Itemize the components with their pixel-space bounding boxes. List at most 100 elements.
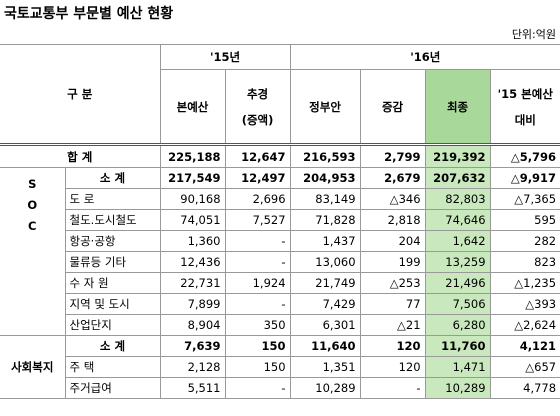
value-cell: 2,799 — [359, 143, 426, 168]
value-cell: 150 — [224, 356, 291, 378]
row-label: 철도.도시철도 — [64, 209, 161, 231]
cell-value: △5,796 — [510, 149, 557, 164]
cell-value: 5,511 — [187, 381, 221, 395]
cell-value: 21,749 — [315, 276, 356, 290]
row-label: 주거급여 — [64, 377, 161, 399]
value-cell: 74,646 — [424, 209, 491, 231]
header-cell: 최종 — [424, 69, 491, 145]
data-row: 철도.도시철도 74,051 7,527 71,828 2,818 74,646 595 — [0, 209, 560, 231]
cell-value: 7,429 — [322, 297, 356, 311]
data-row: 수 자 원 22,731 1,924 21,749 △253 21,496 △1,235 — [0, 272, 560, 294]
value-cell: 11,640 — [289, 335, 361, 357]
row-label-text: 소 계 — [99, 171, 126, 185]
cell-value: 74,646 — [445, 213, 486, 227]
group-letter: C — [28, 219, 37, 233]
cell-value: 7,506 — [452, 297, 486, 311]
cell-value: 150 — [263, 360, 286, 374]
value-cell: △657 — [489, 356, 560, 378]
cell-value: 82,803 — [445, 192, 486, 206]
title: 국토교통부 부문별 예산 현황 — [4, 6, 174, 22]
data-row: 물류등 기타 12,436 - 13,060 199 13,259 823 — [0, 251, 560, 273]
header-label: 추경 — [246, 86, 269, 101]
value-cell: △346 — [359, 188, 426, 210]
cell-value: 207,632 — [433, 171, 486, 185]
cell-value: 6,301 — [322, 318, 356, 332]
cell-value: 2,679 — [384, 171, 421, 185]
value-cell: 13,060 — [289, 251, 361, 273]
value-cell: △2,624 — [489, 314, 560, 336]
cell-value: 77 — [405, 297, 421, 311]
cell-value: 12,497 — [241, 171, 286, 185]
value-cell: 10,289 — [424, 377, 491, 399]
cell-value: 10,289 — [315, 381, 356, 395]
cell-value: △393 — [525, 297, 557, 311]
value-cell: 204,953 — [289, 167, 361, 189]
group-letter: S — [28, 177, 37, 191]
header-cell: 증감 — [359, 69, 426, 145]
header-row: 본예산 추경 (증액) 정부안 증감 최종 '15 본예산 대비 — [0, 69, 560, 145]
cell-value: 74,051 — [180, 213, 221, 227]
header-label: '15 본예산 — [497, 86, 553, 101]
value-cell: 1,924 — [224, 272, 291, 294]
cell-value: 90,168 — [180, 192, 221, 206]
total-row: 합 계 225,188 12,647 216,593 2,799 219,392 △5,79… — [0, 143, 560, 168]
cell-value: 7,527 — [252, 213, 286, 227]
cell-value: △1,235 — [514, 276, 557, 290]
row-label: 합 계 — [0, 143, 161, 168]
value-cell: 5,511 — [159, 377, 226, 399]
row-label: 항공·공항 — [64, 230, 161, 252]
value-cell: 216,593 — [289, 143, 361, 168]
cell-value: 11,760 — [441, 339, 486, 353]
value-cell: 13,259 — [424, 251, 491, 273]
cell-value: 823 — [534, 255, 557, 269]
header-cell: 본예산 — [159, 69, 226, 145]
row-label: 물류등 기타 — [64, 251, 161, 273]
value-cell: 2,128 — [159, 356, 226, 378]
value-cell: △21 — [359, 314, 426, 336]
value-cell: - — [224, 377, 291, 399]
value-cell: 7,527 — [224, 209, 291, 231]
value-cell: 21,496 — [424, 272, 491, 294]
value-cell: 595 — [489, 209, 560, 231]
value-cell: 823 — [489, 251, 560, 273]
cell-value: 4,121 — [519, 339, 557, 353]
row-label-text: 합 계 — [67, 149, 93, 164]
cell-value: △2,624 — [514, 318, 557, 332]
value-cell: 21,749 — [289, 272, 361, 294]
cell-value: 10,289 — [445, 381, 486, 395]
row-label-text: 산업단지 — [69, 318, 112, 332]
data-row: 항공·공항 1,360 - 1,437 204 1,642 282 — [0, 230, 560, 252]
row-label-text: 도 로 — [69, 192, 95, 206]
cell-value: 120 — [398, 360, 421, 374]
cell-value: 13,060 — [315, 255, 356, 269]
value-cell: 1,360 — [159, 230, 226, 252]
header-cell: 구 분 — [0, 44, 161, 145]
cell-value: 83,149 — [315, 192, 356, 206]
header-cell: '15 본예산 대비 — [489, 69, 560, 145]
value-cell: △1,235 — [489, 272, 560, 294]
header-label: 최종 — [446, 99, 469, 114]
value-cell: 83,149 — [289, 188, 361, 210]
value-cell: 350 — [224, 314, 291, 336]
data-row: 주거급여 5,511 - 10,289 - 10,289 4,778 — [0, 377, 560, 399]
value-cell: - — [359, 377, 426, 399]
header-label: '16년 — [410, 50, 441, 64]
value-cell: 7,639 — [159, 335, 226, 357]
value-cell: 2,818 — [359, 209, 426, 231]
value-cell: 204 — [359, 230, 426, 252]
cell-value: 282 — [534, 234, 557, 248]
cell-value: 120 — [396, 339, 421, 353]
value-cell: 6,280 — [424, 314, 491, 336]
value-cell: 7,506 — [424, 293, 491, 315]
cell-value: 217,549 — [168, 171, 221, 185]
header-label: 정부안 — [309, 99, 341, 114]
data-row: 사회복지 소 계 7,639 150 11,640 120 11,760 4,121 — [0, 335, 560, 399]
row-label-text: 항공·공항 — [69, 234, 116, 248]
row-label-text: 물류등 기타 — [69, 255, 127, 269]
value-cell: 7,899 — [159, 293, 226, 315]
cell-value: 12,647 — [241, 149, 286, 164]
cell-value: 1,642 — [452, 234, 486, 248]
cell-value: △346 — [389, 192, 421, 206]
cell-value: 21,496 — [445, 276, 486, 290]
